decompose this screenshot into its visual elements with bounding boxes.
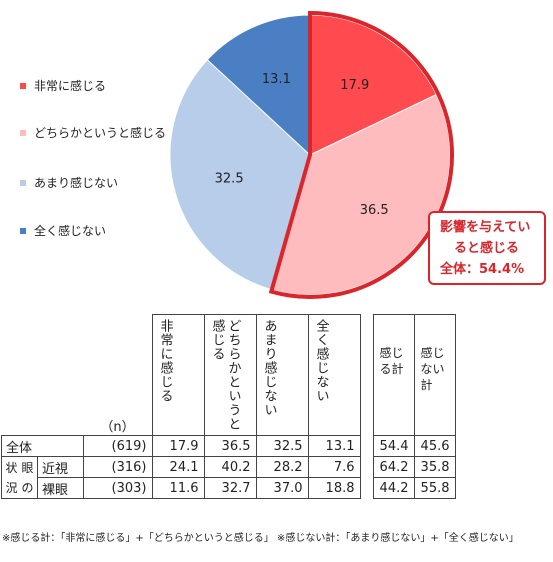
value-cell: 32.7 [203,477,257,499]
pie-slice [309,14,437,156]
value-cell: 28.2 [255,456,309,478]
sum-header-text: 感じない計 [420,346,445,392]
value-cell: 7.6 [307,456,361,478]
legend-label: どちらかというと感じる [34,126,167,140]
legend-swatch [20,82,26,89]
row-label: 裸眼 [37,477,84,499]
pie-slice [169,59,311,291]
col-header: あまり感じない [255,314,309,436]
n-header: （n） [100,420,135,435]
pie-chart: 17.9 36.5 32.5 13.1 [169,10,454,299]
pie-slice-label: 36.5 [360,203,389,218]
col-header-text: 全く感じない [313,319,329,403]
table-header-row: （n） 非常に感じる どちらかというと感じる あまり感じない 全く感じない 感じ… [2,314,456,436]
legend-item-0: 非常に感じる [20,77,106,94]
value-cell: 18.8 [307,477,361,499]
table-row: 状 眼 況 の 近視 (316) 24.1 40.2 28.2 7.6 64.2… [1,456,456,499]
value-cell: 11.6 [151,477,205,499]
sum-cell: 64.2 [372,456,415,478]
group-label-char: 況 [5,480,18,495]
value-cell: 40.2 [203,456,257,478]
gap-cell [360,457,373,478]
col-header-text: 非常に感じる [157,319,173,403]
sum-cell: 35.8 [413,456,456,478]
n-cell: (619) [83,435,153,457]
legend-item-3: 全く感じない [20,222,106,239]
gap-cell [360,436,373,457]
group-label-char: 状 [5,460,18,475]
legend-label: 全く感じない [34,224,107,238]
legend-item-1: どちらかというと感じる [20,124,166,141]
legend-label: 非常に感じる [34,79,107,93]
sum-header: 感じない計 [413,314,456,436]
value-cell: 13.1 [307,435,361,457]
group-label-cell: 状 眼 況 の [1,456,38,499]
legend-item-2: あまり感じない [20,174,118,191]
pie-slice [206,14,311,157]
sum-cell: 44.2 [372,477,415,499]
pie-slice [271,93,451,296]
pie-slice-label: 17.9 [340,78,369,93]
table-row: 全体 (619) 17.9 36.5 32.5 13.1 54.4 45.6 [1,435,456,457]
value-cell: 37.0 [255,477,309,499]
table-row: 裸眼 (303) 11.6 32.7 37.0 18.8 44.2 55.8 [2,477,456,499]
pie-slice-label: 32.5 [215,172,244,187]
row-label: 全体 [1,435,84,457]
legend-label: あまり感じない [34,176,119,190]
sum-header: 感じる計 [372,314,415,436]
legend-swatch [20,129,26,136]
blank-cell [38,315,84,436]
sum-cell: 45.6 [413,435,456,457]
legend-swatch [20,227,26,234]
results-table: （n） 非常に感じる どちらかというと感じる あまり感じない 全く感じない 感じ… [1,314,456,499]
value-cell: 24.1 [151,456,205,478]
callout-line: 影響を与えてい [440,220,531,235]
value-cell: 36.5 [203,435,257,457]
group-label-char: の [21,480,34,495]
pie-slice-label: 13.1 [262,72,291,87]
row-label: 近視 [37,456,84,478]
sum-cell: 54.4 [372,435,415,457]
sum-cell: 55.8 [413,477,456,499]
highlight-outline [268,10,454,299]
callout-line: ると感じる [454,241,520,256]
group-label: 状 眼 況 の [2,458,37,498]
group-label-char: 眼 [21,460,34,475]
col-header: どちらかというと感じる [203,314,257,436]
gap-cell [360,478,373,499]
n-cell: (303) [83,477,153,499]
footnote: ※感じる計：「非常に感じる」+「どちらかというと感じる」 ※感じない計：「あまり… [2,533,519,544]
gap-cell [360,315,373,436]
col-header: 全く感じない [307,314,361,436]
legend-swatch [20,179,26,186]
col-header: 非常に感じる [151,314,205,436]
n-cell: (316) [83,456,153,478]
blank-cell [2,315,38,436]
col-header-text: どちらかというと感じる [209,319,241,431]
value-cell: 32.5 [255,435,309,457]
sum-header-text: 感じる計 [379,346,404,376]
callout-box: 影響を与えてい ると感じる 全体：54.4% [428,211,546,285]
value-cell: 17.9 [151,435,205,457]
callout-line: 全体：54.4% [440,262,525,277]
col-header-text: あまり感じない [261,319,277,417]
